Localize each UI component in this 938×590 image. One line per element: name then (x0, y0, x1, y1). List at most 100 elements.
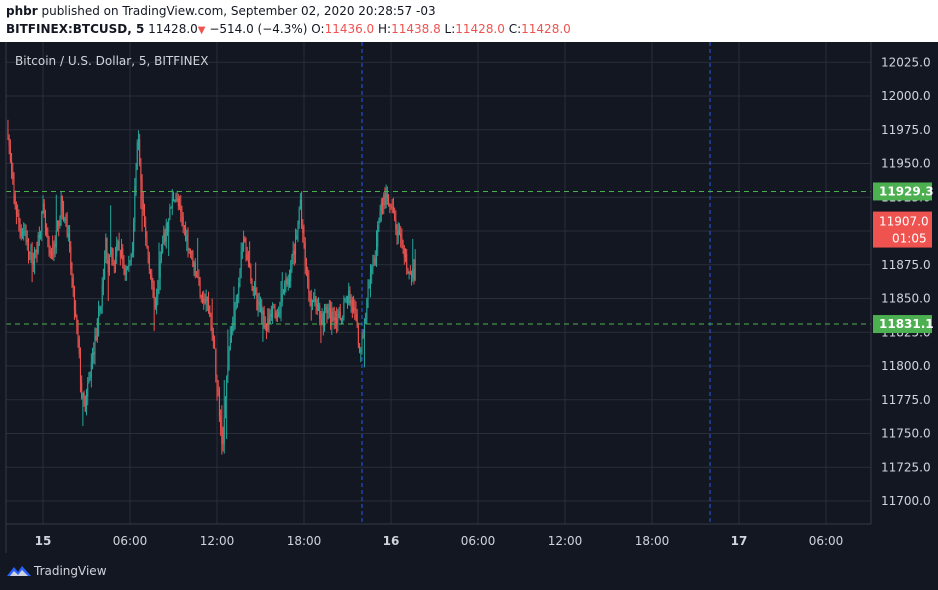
candle-body (141, 180, 143, 201)
candle-body (66, 226, 68, 237)
x-tick-label: 12:00 (200, 534, 235, 548)
candle-body (398, 229, 400, 234)
candle-body (366, 300, 368, 320)
candle-body (73, 286, 75, 311)
candle-body (343, 302, 345, 318)
x-tick-label: 16 (383, 534, 400, 548)
candle-body (40, 231, 42, 239)
candle-body (285, 279, 287, 284)
candle-body (96, 318, 98, 340)
chart-area[interactable]: 12025.012000.011975.011950.011925.011900… (0, 42, 938, 553)
candle-body (92, 352, 94, 363)
author-name[interactable]: phbr (6, 4, 38, 18)
candle-body (263, 310, 265, 329)
candle-body (211, 325, 213, 335)
candle-body (266, 323, 268, 330)
price-chart[interactable]: 12025.012000.011975.011950.011925.011900… (0, 42, 938, 553)
candle-body (188, 248, 190, 250)
candle-body (193, 262, 195, 267)
candle-body (147, 246, 149, 256)
candle-body (70, 246, 72, 269)
x-tick-label: 06:00 (113, 534, 148, 548)
candle-body (13, 179, 15, 195)
candle-body (318, 305, 319, 311)
candle-body (320, 319, 322, 324)
candle-body (29, 252, 31, 254)
candle-body (223, 417, 225, 445)
candle-body (202, 297, 203, 303)
level-price-tag (873, 315, 932, 334)
candle-body (150, 269, 152, 275)
candle-body (205, 296, 207, 304)
candle-body (65, 218, 67, 227)
candle-body (112, 257, 114, 263)
candle-body (130, 254, 132, 262)
candle-body (44, 213, 46, 228)
candle-body (82, 392, 84, 399)
tradingview-brand[interactable]: TradingView (34, 564, 107, 578)
candle-body (52, 253, 54, 255)
footer: TradingView (0, 553, 938, 590)
candle-body (47, 234, 49, 238)
candle-body (139, 139, 141, 165)
candle-body (35, 249, 37, 252)
level-price-tag (873, 182, 932, 201)
candle-body (102, 279, 104, 285)
candle-body (134, 186, 136, 223)
candle-body (307, 273, 309, 279)
candle-body (258, 301, 260, 305)
candle-body (59, 217, 61, 227)
candle-body (315, 296, 317, 304)
candle-body (351, 300, 353, 312)
candle-body (200, 294, 202, 298)
open-value: 11436.0 (324, 22, 375, 36)
candle-body (337, 313, 339, 325)
candle-body (186, 235, 188, 242)
candle-body (297, 224, 299, 236)
candle-body (227, 366, 229, 377)
candle-body (187, 235, 189, 250)
candle-body (171, 198, 173, 208)
bar-countdown-label: 01:05 (892, 232, 927, 246)
candle-body (214, 339, 216, 349)
candle-body (46, 227, 48, 235)
candle-body (48, 237, 50, 251)
candle-body (322, 313, 324, 327)
candle-body (252, 286, 254, 292)
candle-body (237, 295, 239, 299)
candle-body (174, 199, 176, 202)
horizontal-levels[interactable] (6, 190, 871, 325)
tradingview-logo-icon[interactable] (7, 564, 31, 578)
last-price: 11428.0 (148, 22, 198, 36)
candle-body (374, 258, 376, 266)
candle-body (333, 317, 335, 320)
candle-body (350, 300, 352, 304)
candle-body (316, 303, 318, 311)
candle-body (133, 222, 135, 252)
y-tick-label: 12000.0 (881, 89, 931, 103)
candle-body (338, 311, 340, 314)
price-axis[interactable]: 12025.012000.011975.011950.011925.011900… (881, 55, 931, 508)
price-labels: 11929.3 11831.1 11907.0 01:05 (873, 182, 934, 334)
candle-body (356, 314, 358, 327)
candle-body (397, 229, 399, 237)
candle-body (14, 194, 16, 207)
candle-body (395, 219, 397, 229)
candle-body (279, 311, 281, 313)
candle-body (220, 416, 222, 428)
candle-body (131, 251, 133, 255)
candle-body (83, 392, 85, 397)
candle-body (231, 331, 232, 337)
candle-body (90, 362, 92, 378)
candle-body (145, 226, 147, 238)
candle-body (20, 228, 22, 237)
candle-body (212, 334, 214, 340)
y-tick-label: 11950.0 (881, 157, 931, 171)
candle-body (367, 288, 369, 301)
candle-body (311, 299, 313, 306)
candle-body (152, 282, 154, 288)
candle-body (238, 282, 240, 296)
time-axis[interactable]: 15 06:00 12:00 18:00 16 06:00 12:00 18:00 17 06:0… (35, 534, 844, 548)
candle-body (342, 317, 344, 320)
candle-body (86, 396, 87, 412)
